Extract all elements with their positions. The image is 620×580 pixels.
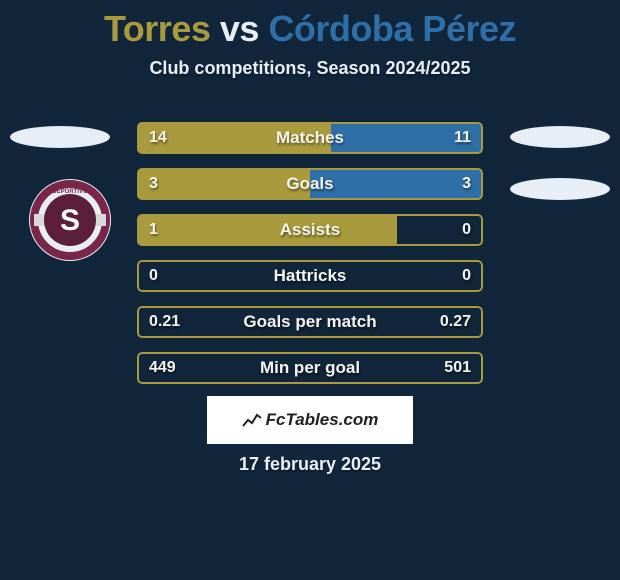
attribution-icon (242, 412, 262, 428)
stat-label: Matches (137, 122, 483, 154)
attribution-text: FcTables.com (266, 410, 379, 430)
comparison-title: Torres vs Córdoba Pérez (0, 0, 620, 50)
attribution-badge[interactable]: FcTables.com (207, 396, 413, 444)
player2-name: Córdoba Pérez (268, 8, 516, 49)
stats-bars: 1411Matches 33Goals 10Assists 00Hattricks 0.… (137, 122, 483, 398)
player1-club-logo: S DEPORTIVO (28, 178, 112, 262)
player1-name: Torres (104, 8, 210, 49)
stat-row: 1411Matches (137, 122, 483, 154)
svg-text:DEPORTIVO: DEPORTIVO (52, 189, 88, 195)
club-logo-letter: S (60, 204, 80, 237)
stat-row: 449501Min per goal (137, 352, 483, 384)
stat-row: 00Hattricks (137, 260, 483, 292)
stat-label: Hattricks (137, 260, 483, 292)
player1-badge-placeholder (10, 126, 110, 148)
subtitle: Club competitions, Season 2024/2025 (0, 58, 620, 79)
player2-badge-placeholder (510, 126, 610, 148)
date-text: 17 february 2025 (0, 454, 620, 475)
stat-label: Min per goal (137, 352, 483, 384)
stat-row: 10Assists (137, 214, 483, 246)
stat-label: Assists (137, 214, 483, 246)
stat-label: Goals per match (137, 306, 483, 338)
player2-club-placeholder (510, 178, 610, 200)
vs-text: vs (220, 8, 259, 49)
stat-row: 33Goals (137, 168, 483, 200)
stat-label: Goals (137, 168, 483, 200)
stat-row: 0.210.27Goals per match (137, 306, 483, 338)
